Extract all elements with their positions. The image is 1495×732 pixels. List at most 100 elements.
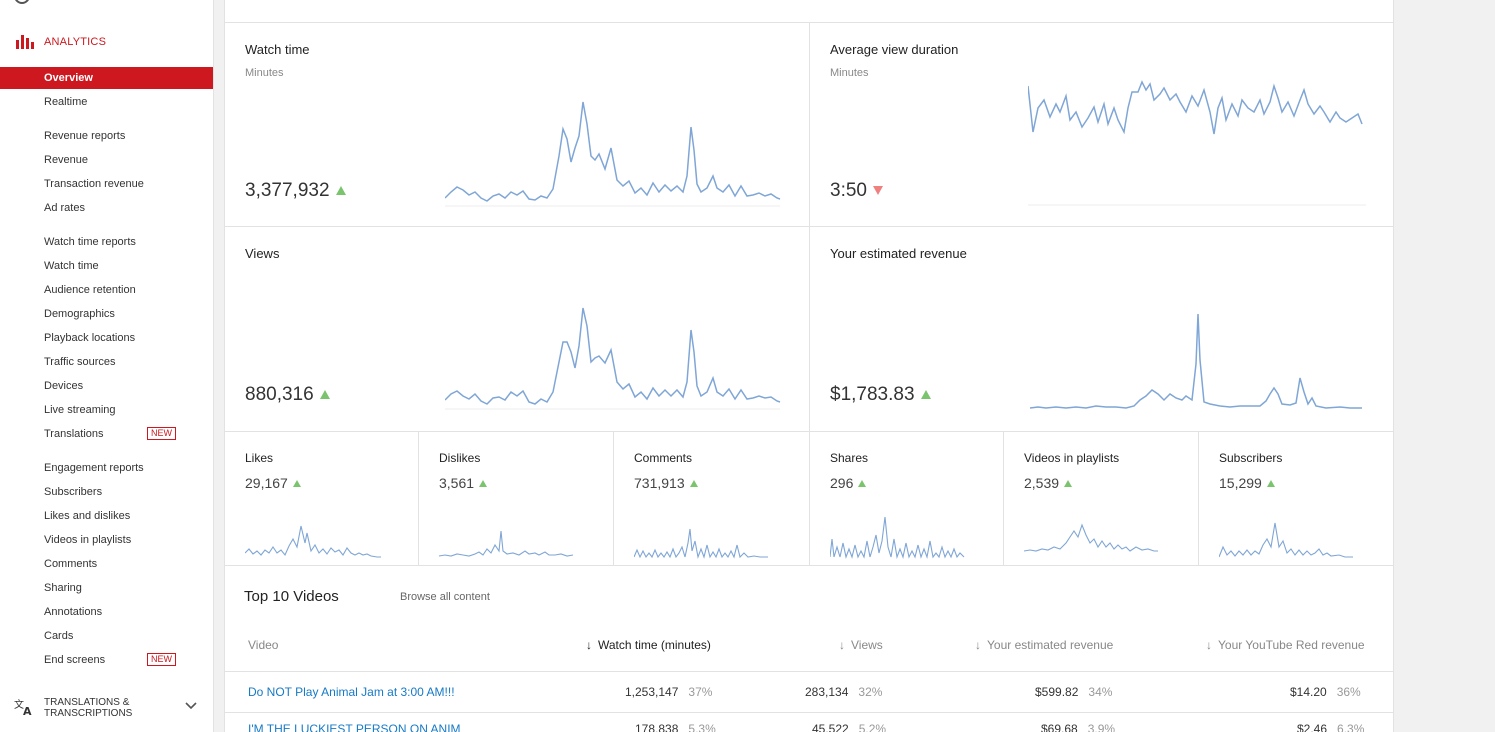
- trend-up-icon: [1266, 480, 1275, 487]
- chevron-down-icon[interactable]: [185, 699, 197, 713]
- sidebar-item-sharing[interactable]: Sharing: [44, 582, 82, 594]
- metric-value: 880,316: [245, 384, 330, 406]
- sort-arrow-icon: ↓: [1206, 638, 1212, 652]
- trend-up-icon: [858, 480, 867, 487]
- sidebar-item-cards[interactable]: Cards: [44, 630, 74, 642]
- video-title-link[interactable]: I'M THE LUCKIEST PERSON ON ANIM: [248, 722, 461, 732]
- metric-title: Comments: [634, 451, 693, 465]
- column-estimated-revenue[interactable]: ↓ Your estimated revenue: [975, 638, 1114, 652]
- metric-title: Videos in playlists: [1024, 451, 1120, 465]
- metric-title: Likes: [245, 451, 274, 465]
- column-watch-time[interactable]: ↓ Watch time (minutes): [586, 638, 711, 652]
- metric-estimated-revenue[interactable]: Your estimated revenue $1,783.83: [810, 226, 1393, 431]
- metric-title: Average view duration: [830, 42, 959, 57]
- sidebar-item-revenue[interactable]: Revenue: [44, 154, 89, 166]
- sidebar-item-comments[interactable]: Comments: [44, 558, 98, 570]
- sidebar-item-revenue-reports[interactable]: Revenue reports: [44, 130, 126, 142]
- metric-title: Watch time: [245, 42, 310, 57]
- trend-up-icon: [479, 480, 488, 487]
- metric-value: 296: [830, 475, 867, 491]
- metric-watch-time[interactable]: Watch time Minutes 3,377,932: [225, 22, 809, 226]
- trend-up-icon: [1064, 480, 1073, 487]
- playlists-sparkline: [1024, 523, 1158, 552]
- sidebar-item-transaction-revenue[interactable]: Transaction revenue: [44, 178, 144, 190]
- trend-up-icon: [920, 390, 931, 399]
- overview-card: ​ Watch time Minutes 3,377,932 Average v…: [224, 0, 1394, 732]
- sidebar-item-demographics[interactable]: Demographics: [44, 308, 115, 320]
- trend-down-icon: [872, 186, 883, 195]
- sidebar-item-watch-time-reports[interactable]: Watch time reports: [44, 236, 136, 248]
- metric-value: 2,539: [1024, 475, 1073, 491]
- metric-value: 3:50: [830, 180, 883, 202]
- metric-videos-in-playlists[interactable]: Videos in playlists 2,539: [1004, 432, 1198, 565]
- sidebar-item-ad-rates[interactable]: Ad rates: [44, 202, 85, 214]
- sort-arrow-icon: ↓: [975, 638, 981, 652]
- metric-title: Dislikes: [439, 451, 481, 465]
- sidebar-item-subscribers[interactable]: Subscribers: [44, 486, 103, 498]
- metric-title: Subscribers: [1219, 451, 1283, 465]
- sidebar-item-playback-locations[interactable]: Playback locations: [44, 332, 136, 344]
- sidebar-item-audience-retention[interactable]: Audience retention: [44, 284, 136, 296]
- metric-views[interactable]: Views 880,316: [225, 226, 809, 431]
- table-cell-red-revenue: $14.20 36%: [1290, 685, 1361, 699]
- metric-dislikes[interactable]: Dislikes 3,561: [419, 432, 613, 565]
- sort-arrow-icon: ↓: [839, 638, 845, 652]
- svg-text:A: A: [23, 705, 32, 716]
- analytics-label: ANALYTICS: [44, 36, 107, 48]
- table-cell-views: 45,522 5.2%: [812, 722, 887, 732]
- sidebar-item-translations[interactable]: Translations NEW: [0, 423, 213, 445]
- metric-likes[interactable]: Likes 29,167: [225, 432, 418, 565]
- column-video[interactable]: Video: [248, 638, 279, 652]
- sidebar-item-realtime[interactable]: Realtime: [44, 96, 88, 108]
- dislikes-sparkline: [439, 530, 574, 557]
- translations-label: TRANSLATIONS & TRANSCRIPTIONS: [44, 697, 133, 719]
- table-cell-watch-time: 178,838 5.3%: [635, 722, 716, 732]
- sidebar-item-engagement-reports[interactable]: Engagement reports: [44, 462, 144, 474]
- svg-text:文: 文: [14, 698, 24, 711]
- sort-arrow-icon: ↓: [586, 638, 592, 652]
- likes-sparkline: [245, 525, 381, 558]
- trend-up-icon: [319, 390, 330, 399]
- table-cell-revenue: $599.82 34%: [1035, 685, 1113, 699]
- watch-time-sparkline: [445, 101, 781, 207]
- metric-shares[interactable]: Shares 296: [810, 432, 1003, 565]
- metric-title: Shares: [830, 451, 869, 465]
- analytics-header[interactable]: ANALYTICS: [0, 32, 213, 52]
- metric-average-view-duration[interactable]: Average view duration Minutes 3:50: [810, 22, 1393, 226]
- subscribers-sparkline: [1219, 522, 1353, 558]
- sidebar-item-videos-in-playlists[interactable]: Videos in playlists: [44, 534, 132, 546]
- top-videos-title: Top 10 Videos: [244, 588, 339, 605]
- metric-title: Views: [245, 246, 280, 261]
- metric-value: $1,783.83: [830, 384, 931, 406]
- metric-comments[interactable]: Comments 731,913: [614, 432, 809, 565]
- sidebar-item-end-screens[interactable]: End screens NEW: [0, 649, 213, 671]
- shares-sparkline: [830, 517, 965, 560]
- table-cell-red-revenue: $2.46 6.3%: [1297, 722, 1365, 732]
- table-cell-watch-time: 1,253,147 37%: [625, 685, 713, 699]
- sidebar-item-traffic-sources[interactable]: Traffic sources: [44, 356, 116, 368]
- trend-up-icon: [335, 186, 346, 195]
- metric-value: 3,561: [439, 475, 488, 491]
- sidebar: ANALYTICS Overview Realtime Revenue repo…: [0, 0, 214, 732]
- table-cell-views: 283,134 32%: [805, 685, 883, 699]
- video-title-link[interactable]: Do NOT Play Animal Jam at 3:00 AM!!!: [248, 685, 455, 699]
- metric-subscribers[interactable]: Subscribers 15,299: [1199, 432, 1393, 565]
- column-views[interactable]: ↓ Views: [839, 638, 883, 652]
- channel-icon[interactable]: [14, 0, 30, 4]
- sidebar-item-overview[interactable]: Overview: [0, 67, 213, 89]
- sidebar-item-live-streaming[interactable]: Live streaming: [44, 404, 116, 416]
- table-cell-revenue: $69.68 3.9%: [1041, 722, 1116, 732]
- sidebar-item-annotations[interactable]: Annotations: [44, 606, 103, 618]
- sidebar-item-likes-dislikes[interactable]: Likes and dislikes: [44, 510, 131, 522]
- metric-title: Your estimated revenue: [830, 246, 967, 261]
- metric-unit: Minutes: [245, 67, 284, 79]
- sidebar-item-devices[interactable]: Devices: [44, 380, 84, 392]
- analytics-icon: [16, 35, 34, 49]
- metric-value: 3,377,932: [245, 180, 346, 202]
- browse-all-content-link[interactable]: Browse all content: [400, 591, 490, 603]
- avg-duration-sparkline: [1028, 80, 1366, 206]
- sidebar-item-watch-time[interactable]: Watch time: [44, 260, 99, 272]
- column-red-revenue[interactable]: ↓ Your YouTube Red revenue: [1206, 638, 1365, 652]
